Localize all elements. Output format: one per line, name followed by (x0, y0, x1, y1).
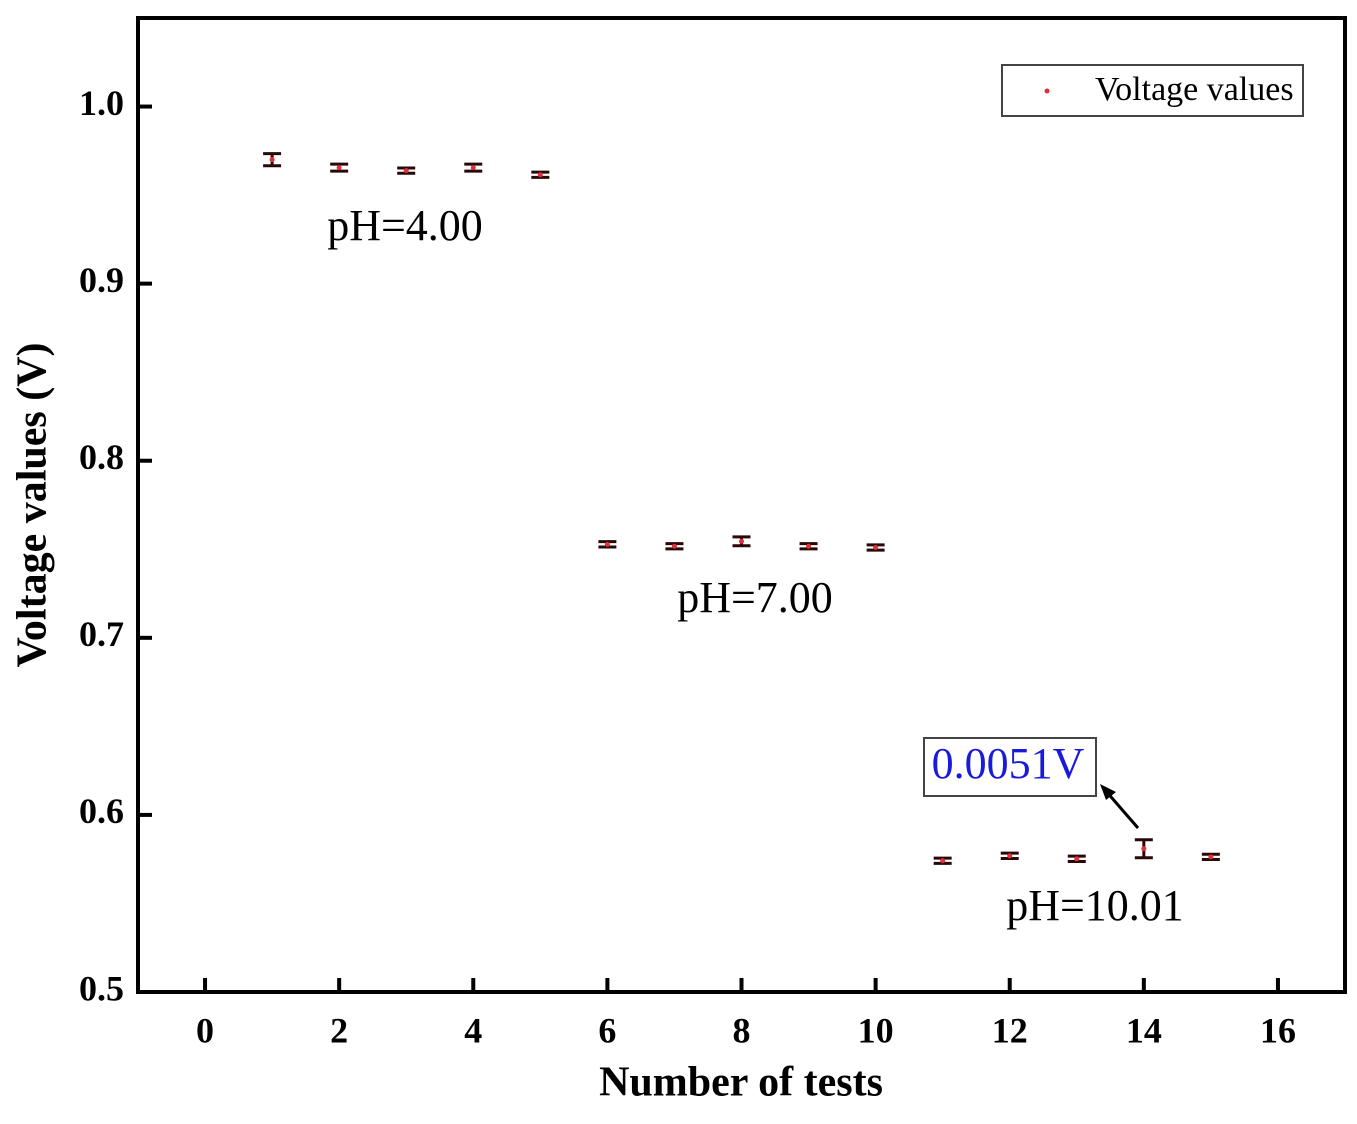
point (537, 172, 543, 178)
point (873, 545, 879, 551)
annotation: pH=10.01 (1006, 881, 1184, 930)
y-tick-label: 0.5 (79, 968, 124, 1008)
point (269, 157, 275, 163)
legend-label: Voltage values (1095, 71, 1294, 108)
x-tick-label: 2 (330, 1010, 348, 1050)
y-tick-label: 0.6 (79, 791, 124, 831)
point (940, 858, 946, 864)
x-tick-label: 10 (858, 1010, 894, 1050)
annotation-box (923, 737, 1097, 797)
point (403, 168, 409, 174)
y-tick-label: 0.8 (79, 437, 124, 477)
point (470, 165, 476, 171)
point (671, 543, 677, 549)
x-axis-title: Number of tests (599, 1060, 883, 1106)
x-tick-label: 14 (1126, 1010, 1162, 1050)
y-axis-title: Voltage values (V) (10, 342, 56, 667)
y-tick-label: 0.9 (79, 260, 124, 300)
y-tick-label: 1.0 (79, 83, 124, 123)
y-tick-label: 0.7 (79, 614, 124, 654)
annotation: pH=7.00 (677, 573, 833, 622)
x-tick-label: 8 (733, 1010, 751, 1050)
point (1208, 854, 1214, 860)
point (739, 538, 744, 544)
point (336, 165, 342, 171)
point (1007, 853, 1013, 859)
point (604, 541, 610, 547)
legend-box (1001, 64, 1304, 117)
point (1074, 856, 1080, 862)
x-tick-label: 6 (598, 1010, 616, 1050)
legend-marker (1044, 88, 1050, 94)
plot-frame (136, 16, 1347, 994)
x-tick-label: 4 (464, 1010, 482, 1050)
x-tick-label: 16 (1260, 1010, 1296, 1050)
x-tick-label: 0 (196, 1010, 214, 1050)
point (1141, 846, 1147, 852)
point (806, 543, 812, 549)
annotation: pH=4.00 (327, 201, 483, 250)
x-tick-label: 12 (992, 1010, 1028, 1050)
annotation: 0.0051V (932, 739, 1085, 788)
arrow-head (1100, 784, 1116, 800)
